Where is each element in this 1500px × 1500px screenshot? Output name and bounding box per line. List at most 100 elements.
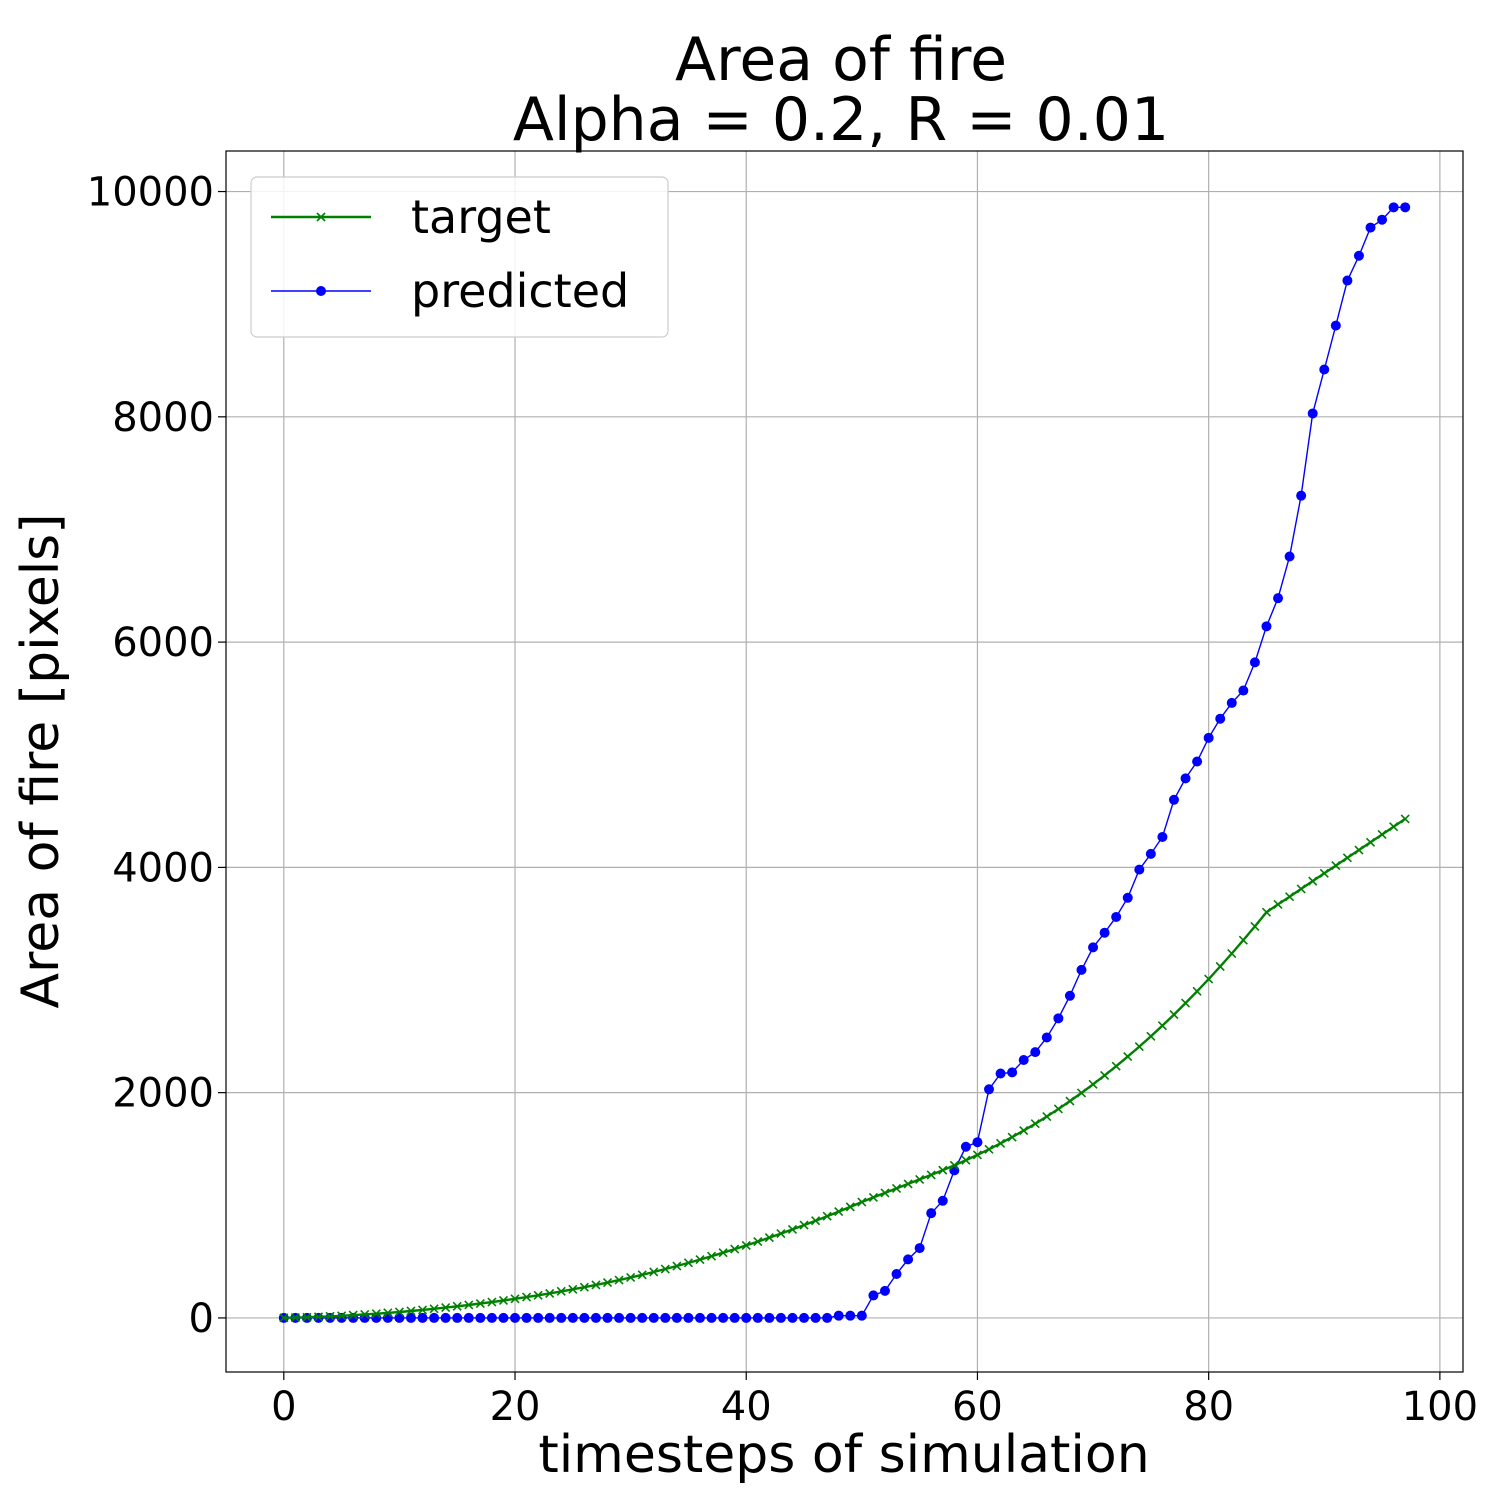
data-point-target xyxy=(1204,974,1214,984)
data-point-target xyxy=(730,1244,740,1254)
data-point-predicted xyxy=(1180,773,1191,784)
data-point-predicted xyxy=(960,1141,971,1152)
chart-subtitle: Alpha = 0.2, R = 0.01 xyxy=(513,85,1169,155)
data-point-target xyxy=(1146,1031,1156,1041)
data-point-target xyxy=(626,1272,636,1283)
data-point-predicted xyxy=(637,1312,648,1323)
data-point-target xyxy=(1331,861,1341,871)
data-point-predicted xyxy=(845,1310,856,1321)
data-point-target xyxy=(510,1294,520,1304)
data-point-predicted xyxy=(984,1084,995,1095)
data-point-predicted xyxy=(1261,621,1272,632)
data-point-target xyxy=(1111,1061,1121,1071)
data-point-predicted xyxy=(1377,214,1388,225)
series-line-predicted xyxy=(283,206,1406,1319)
data-point-target xyxy=(1400,814,1410,824)
data-point-target xyxy=(764,1233,774,1243)
legend-label-predicted: predicted xyxy=(411,264,629,318)
data-point-target xyxy=(1192,986,1202,996)
data-point-target xyxy=(868,1192,878,1202)
data-point-target xyxy=(498,1295,509,1306)
data-point-target xyxy=(1215,961,1225,972)
data-point-predicted xyxy=(452,1312,463,1323)
data-point-target xyxy=(371,1309,381,1319)
data-point-target xyxy=(891,1183,902,1193)
data-point-predicted xyxy=(1076,964,1087,975)
data-point-predicted xyxy=(1088,942,1099,953)
legend-items: target predicted xyxy=(271,190,629,318)
data-point-target xyxy=(787,1224,798,1234)
data-point-target xyxy=(487,1297,497,1307)
data-point-predicted xyxy=(972,1137,983,1148)
legend-marker-target xyxy=(316,212,326,222)
x-tick-label: 60 xyxy=(952,1384,1003,1430)
data-point-predicted xyxy=(1226,697,1237,708)
chart-title: Area of fire xyxy=(675,25,1007,95)
data-point-target xyxy=(1134,1042,1144,1052)
data-point-predicted xyxy=(822,1312,833,1323)
data-point-predicted xyxy=(1400,202,1411,213)
data-point-target xyxy=(984,1144,994,1154)
data-point-predicted xyxy=(868,1290,879,1301)
data-point-target xyxy=(1076,1088,1087,1098)
data-point-predicted xyxy=(1064,990,1075,1001)
data-point-target xyxy=(1273,899,1283,910)
data-point-target xyxy=(683,1258,693,1268)
data-point-target xyxy=(1285,892,1295,902)
data-point-predicted xyxy=(614,1312,625,1323)
data-point-predicted xyxy=(856,1310,867,1321)
data-point-target xyxy=(1389,822,1399,832)
data-point-predicted xyxy=(879,1285,890,1296)
data-point-predicted xyxy=(510,1312,521,1323)
data-point-target xyxy=(1238,935,1248,945)
data-point-target xyxy=(475,1298,485,1309)
data-point-predicted xyxy=(1111,911,1122,922)
data-point-target xyxy=(811,1216,821,1226)
data-point-predicted xyxy=(1122,892,1133,903)
data-point-predicted xyxy=(810,1312,821,1323)
data-point-predicted xyxy=(567,1312,578,1323)
data-point-predicted xyxy=(579,1312,590,1323)
data-point-target xyxy=(822,1211,832,1221)
data-point-target xyxy=(1342,853,1352,863)
data-point-predicted xyxy=(729,1312,740,1323)
data-point-predicted xyxy=(799,1312,810,1323)
data-point-predicted xyxy=(463,1312,474,1323)
data-point-target xyxy=(949,1160,959,1170)
data-point-predicted xyxy=(521,1312,532,1323)
data-point-predicted xyxy=(1168,794,1179,805)
y-tick-label: 6000 xyxy=(112,620,214,666)
grid xyxy=(226,151,1463,1372)
data-point-predicted xyxy=(544,1312,555,1323)
data-point-predicted xyxy=(660,1312,671,1323)
data-point-target xyxy=(464,1300,474,1310)
x-axis-label: timesteps of simulation xyxy=(538,1425,1149,1485)
data-point-target xyxy=(1365,837,1376,847)
data-point-predicted xyxy=(429,1312,440,1323)
data-point-target xyxy=(614,1275,624,1285)
data-point-target xyxy=(325,1311,335,1321)
data-point-predicted xyxy=(891,1269,902,1280)
data-point-target xyxy=(1053,1104,1063,1114)
data-point-target xyxy=(695,1255,705,1265)
data-point-target xyxy=(903,1179,913,1189)
data-point-predicted xyxy=(1007,1067,1018,1078)
data-point-predicted xyxy=(1330,320,1341,331)
data-point-predicted xyxy=(1145,848,1156,859)
x-tick-label: 100 xyxy=(1402,1384,1478,1430)
data-point-predicted xyxy=(1192,756,1203,767)
data-point-predicted xyxy=(625,1312,636,1323)
data-point-predicted xyxy=(486,1312,497,1323)
data-point-predicted xyxy=(1203,732,1214,743)
data-point-target xyxy=(1296,884,1306,894)
y-tick-label: 10000 xyxy=(87,170,214,216)
data-point-target xyxy=(926,1170,936,1180)
data-point-target xyxy=(834,1207,844,1217)
data-point-target xyxy=(741,1240,751,1250)
data-point-target xyxy=(1042,1111,1052,1122)
data-point-target xyxy=(1030,1119,1040,1129)
y-tick-label: 2000 xyxy=(112,1071,214,1117)
series-line-target xyxy=(283,817,1406,1319)
data-point-target xyxy=(313,1312,324,1322)
